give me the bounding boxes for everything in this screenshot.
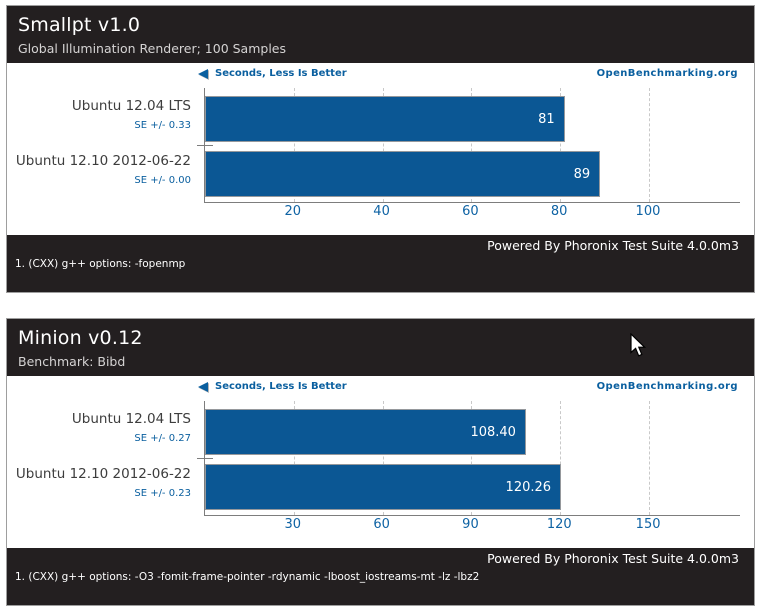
x-tick-label: 60: [462, 204, 479, 219]
category-name: Ubuntu 12.10 2012-06-22: [15, 466, 191, 482]
x-tick-label: 60: [373, 517, 390, 532]
openbenchmarking-watermark: OpenBenchmarking.org: [596, 68, 738, 79]
x-tick-label: 120: [546, 517, 572, 532]
legend-lower-is-better: Seconds, Less Is Better: [198, 381, 347, 392]
legend-row: Seconds, Less Is Better OpenBenchmarking…: [198, 381, 738, 392]
category-name: Ubuntu 12.04 LTS: [71, 411, 191, 427]
powered-by-label: Powered By Phoronix Test Suite 4.0.0m3: [487, 238, 739, 253]
gridline: [560, 401, 562, 515]
gridline: [382, 88, 384, 202]
category-name: Ubuntu 12.10 2012-06-22: [15, 153, 191, 169]
bar-row: 108.40: [205, 409, 526, 455]
y-axis-tick: [197, 458, 213, 459]
x-tick-label: 30: [284, 517, 302, 532]
legend-label: Seconds, Less Is Better: [215, 381, 347, 392]
chart-subtitle: Benchmark: Bibd: [18, 354, 126, 369]
chart-body: Seconds, Less Is Better OpenBenchmarking…: [7, 63, 754, 235]
openbenchmarking-watermark: OpenBenchmarking.org: [596, 381, 738, 392]
gridline: [649, 401, 651, 515]
gridline: [471, 401, 473, 515]
x-tick-label: 80: [550, 204, 568, 219]
plot-area: 81 89: [197, 88, 740, 203]
plot-area: 108.40 120.26: [197, 401, 740, 516]
gridline: [382, 401, 384, 515]
standard-error-label: SE +/- 0.23: [134, 488, 191, 499]
chart-footer: Powered By Phoronix Test Suite 4.0.0m3 1…: [7, 548, 754, 605]
benchmark-chart-smallpt: Smallpt v1.0 Global Illumination Rendere…: [6, 5, 755, 293]
chart-title: Smallpt v1.0: [18, 14, 141, 36]
left-arrow-icon: [198, 381, 208, 392]
chart-footer: Powered By Phoronix Test Suite 4.0.0m3 1…: [7, 235, 754, 292]
bar: 81: [205, 96, 565, 142]
category-label: Ubuntu 12.04 LTS SE +/- 0.33: [7, 98, 191, 131]
x-axis-labels: 30 60 90 120 150: [204, 517, 739, 537]
left-arrow-icon: [198, 68, 208, 79]
standard-error-label: SE +/- 0.33: [134, 120, 191, 131]
bar-value: 89: [573, 166, 591, 182]
bar-row: 89: [205, 151, 601, 197]
standard-error-label: SE +/- 0.00: [134, 175, 191, 186]
bar-value: 108.40: [470, 424, 516, 440]
legend-lower-is-better: Seconds, Less Is Better: [198, 68, 347, 79]
bar-row: 81: [205, 96, 565, 142]
gridline: [293, 88, 295, 202]
gridline: [293, 401, 295, 515]
standard-error-label: SE +/- 0.27: [134, 433, 191, 444]
gridline: [648, 88, 650, 202]
bar-value: 81: [538, 111, 555, 127]
chart-header: Minion v0.12 Benchmark: Bibd: [7, 319, 754, 376]
compiler-options-footnote: 1. (CXX) g++ options: -O3 -fomit-frame-p…: [15, 571, 480, 583]
gridline: [471, 88, 473, 202]
legend-label: Seconds, Less Is Better: [215, 68, 347, 79]
benchmark-chart-minion: Minion v0.12 Benchmark: Bibd Seconds, Le…: [6, 318, 755, 606]
bar: 108.40: [205, 409, 526, 455]
chart-body: Seconds, Less Is Better OpenBenchmarking…: [7, 376, 754, 548]
x-tick-label: 150: [635, 517, 661, 532]
category-label: Ubuntu 12.04 LTS SE +/- 0.27: [7, 411, 191, 444]
category-name: Ubuntu 12.04 LTS: [71, 98, 191, 114]
compiler-options-footnote: 1. (CXX) g++ options: -fopenmp: [15, 258, 186, 270]
x-tick-label: 40: [373, 204, 390, 219]
gridline: [560, 88, 562, 202]
mouse-cursor: [630, 333, 647, 357]
powered-by-label: Powered By Phoronix Test Suite 4.0.0m3: [487, 551, 739, 566]
x-tick-label: 20: [284, 204, 302, 219]
bar: 120.26: [205, 464, 562, 510]
bar-value: 120.26: [505, 479, 552, 495]
category-label: Ubuntu 12.10 2012-06-22 SE +/- 0.00: [7, 153, 191, 186]
category-label: Ubuntu 12.10 2012-06-22 SE +/- 0.23: [7, 466, 191, 499]
x-tick-label: 90: [462, 517, 479, 532]
chart-title: Minion v0.12: [18, 327, 143, 349]
chart-subtitle: Global Illumination Renderer; 100 Sample…: [18, 41, 287, 56]
legend-row: Seconds, Less Is Better OpenBenchmarking…: [198, 68, 738, 79]
y-axis-tick: [197, 145, 213, 146]
bar: 89: [205, 151, 601, 197]
x-tick-label: 100: [635, 204, 661, 219]
chart-header: Smallpt v1.0 Global Illumination Rendere…: [7, 6, 754, 63]
bar-row: 120.26: [205, 464, 562, 510]
x-axis-labels: 20 40 60 80 100: [204, 204, 739, 224]
